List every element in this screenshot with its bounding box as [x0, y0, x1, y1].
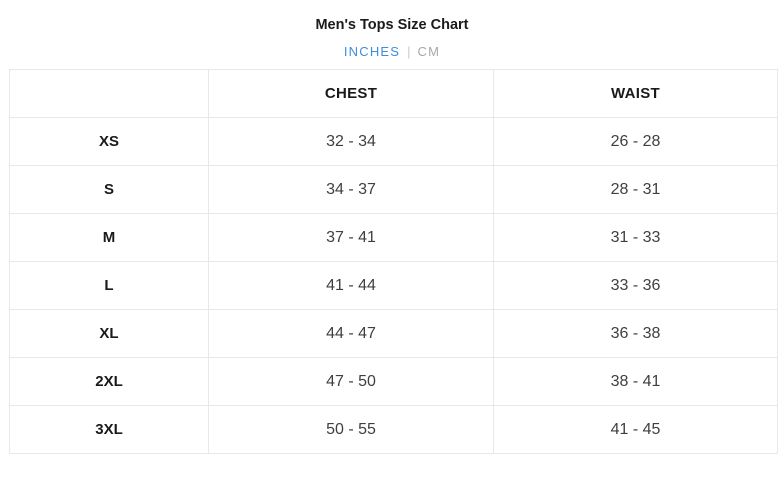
- size-table: CHEST WAIST XS 32 - 34 26 - 28 S 34 - 37…: [9, 69, 778, 454]
- unit-toggle: INCHES | CM: [0, 44, 784, 60]
- unit-toggle-inches[interactable]: INCHES: [343, 44, 401, 59]
- size-label: 2XL: [9, 357, 209, 406]
- size-label: 3XL: [9, 405, 209, 454]
- waist-value: 33 - 36: [493, 261, 778, 310]
- table-row: 3XL 50 - 55 41 - 45: [9, 405, 778, 454]
- unit-toggle-divider: |: [407, 44, 411, 59]
- size-label: L: [9, 261, 209, 310]
- table-row: L 41 - 44 33 - 36: [9, 261, 778, 310]
- chest-value: 41 - 44: [208, 261, 494, 310]
- waist-value: 28 - 31: [493, 165, 778, 214]
- header-size-blank: [9, 69, 209, 118]
- table-row: M 37 - 41 31 - 33: [9, 213, 778, 262]
- size-label: XS: [9, 117, 209, 166]
- header-chest: CHEST: [208, 69, 494, 118]
- waist-value: 41 - 45: [493, 405, 778, 454]
- table-row: 2XL 47 - 50 38 - 41: [9, 357, 778, 406]
- unit-toggle-cm[interactable]: CM: [417, 44, 441, 59]
- chest-value: 47 - 50: [208, 357, 494, 406]
- size-label: XL: [9, 309, 209, 358]
- chest-value: 50 - 55: [208, 405, 494, 454]
- page-title: Men's Tops Size Chart: [315, 17, 469, 33]
- chest-value: 37 - 41: [208, 213, 494, 262]
- table-row: XL 44 - 47 36 - 38: [9, 309, 778, 358]
- waist-value: 26 - 28: [493, 117, 778, 166]
- chest-value: 32 - 34: [208, 117, 494, 166]
- chest-value: 34 - 37: [208, 165, 494, 214]
- header-waist: WAIST: [493, 69, 778, 118]
- size-label: M: [9, 213, 209, 262]
- waist-value: 36 - 38: [493, 309, 778, 358]
- size-label: S: [9, 165, 209, 214]
- chest-value: 44 - 47: [208, 309, 494, 358]
- waist-value: 31 - 33: [493, 213, 778, 262]
- table-row: S 34 - 37 28 - 31: [9, 165, 778, 214]
- table-row: XS 32 - 34 26 - 28: [9, 117, 778, 166]
- waist-value: 38 - 41: [493, 357, 778, 406]
- table-header-row: CHEST WAIST: [9, 69, 778, 118]
